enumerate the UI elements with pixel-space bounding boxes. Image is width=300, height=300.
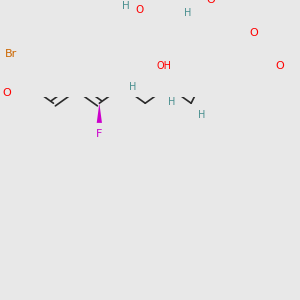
Text: H: H — [122, 2, 129, 11]
Text: H: H — [129, 82, 136, 92]
Text: H: H — [184, 8, 191, 18]
Text: O: O — [2, 88, 11, 98]
Text: Br: Br — [5, 49, 17, 59]
Text: F: F — [96, 129, 103, 140]
Text: O: O — [135, 5, 144, 15]
Text: H: H — [198, 110, 205, 120]
Text: OH: OH — [157, 61, 172, 70]
Text: O: O — [249, 28, 258, 38]
Text: O: O — [275, 61, 284, 70]
Text: O: O — [206, 0, 215, 5]
Polygon shape — [97, 103, 102, 123]
Polygon shape — [99, 14, 112, 38]
Text: H: H — [168, 97, 175, 107]
Polygon shape — [122, 31, 131, 54]
